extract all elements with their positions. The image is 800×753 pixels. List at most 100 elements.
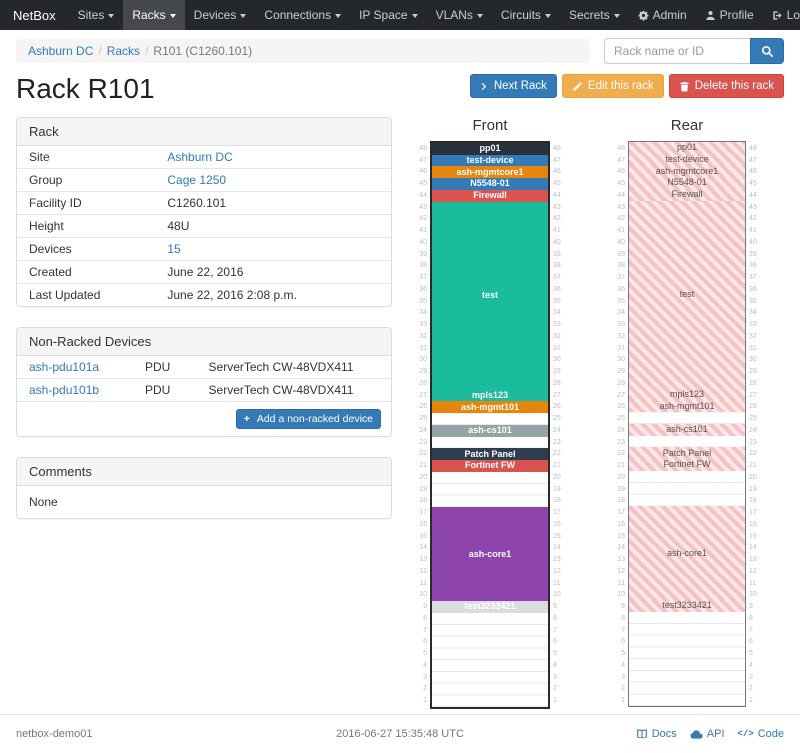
delete-this-rack-button[interactable]: Delete this rack bbox=[668, 74, 784, 99]
unit-number: 8 bbox=[749, 614, 753, 622]
unit-number: 18 bbox=[553, 497, 561, 505]
unit-number: 4 bbox=[553, 661, 557, 669]
rack-device-test3233421[interactable]: test3233421 bbox=[432, 601, 548, 613]
rack-device-test3233421[interactable]: test3233421 bbox=[629, 600, 745, 612]
rack-device-firewall[interactable]: Firewall bbox=[432, 189, 548, 202]
rack-device-fortinet-fw[interactable]: Fortinet FW bbox=[432, 460, 548, 472]
site-link[interactable]: Ashburn DC bbox=[167, 149, 233, 164]
rack-device-test-device[interactable]: test-device bbox=[432, 154, 548, 167]
unit-number: 37 bbox=[749, 274, 757, 282]
next-rack-button[interactable]: Next Rack bbox=[469, 74, 557, 99]
search-input[interactable] bbox=[604, 38, 750, 64]
nav-item-racks[interactable]: Racks bbox=[123, 0, 185, 30]
unit-number: 41 bbox=[553, 227, 561, 235]
rack-device-pp01[interactable]: pp01 bbox=[629, 141, 745, 154]
unit-number: 9 bbox=[621, 603, 625, 611]
rack-device-pp01[interactable]: pp01 bbox=[432, 142, 548, 155]
nav-item-label: Devices bbox=[193, 8, 237, 22]
comments-panel: Comments None bbox=[16, 457, 392, 520]
rear-elevation: Rear 48 47 46 45 44 43 42 41 40 39 38 37 36 35 34 33 32 3… bbox=[612, 117, 762, 709]
breadcrumb-item[interactable]: Ashburn DC bbox=[28, 44, 94, 58]
unit-number: 43 bbox=[419, 203, 427, 211]
unit-number: 16 bbox=[617, 520, 625, 528]
search-button[interactable] bbox=[750, 38, 784, 64]
rack-device-test[interactable]: test bbox=[629, 200, 745, 389]
rack-panel: Rack Site Ashburn DC Group Cage 1250 Facilit… bbox=[16, 116, 392, 307]
non-racked-devices-panel: Non-Racked Devices ash-pdu101a PDU ServerT… bbox=[16, 326, 392, 438]
navbar-brand[interactable]: NetBox bbox=[13, 7, 56, 23]
nav-item-devices[interactable]: Devices bbox=[185, 0, 256, 30]
unit-number-column: 48 47 46 45 44 43 42 41 40 39 38 37 36 35 34 33 32 31 30 29… bbox=[612, 141, 628, 707]
unit-number: 4 bbox=[423, 661, 427, 669]
rack-device-test[interactable]: test bbox=[432, 201, 548, 390]
rack-device-fortinet-fw[interactable]: Fortinet FW bbox=[629, 459, 745, 471]
add-non-racked-device-button[interactable]: + Add a non-racked device bbox=[235, 408, 381, 430]
rack-info-column: Rack Site Ashburn DC Group Cage 1250 Facilit… bbox=[16, 116, 392, 540]
unit-number: 23 bbox=[617, 438, 625, 446]
nav-item-log-out[interactable]: Log out bbox=[763, 0, 800, 30]
unit-number: 5 bbox=[749, 650, 753, 658]
unit-number: 40 bbox=[419, 238, 427, 246]
unit-number: 6 bbox=[423, 638, 427, 646]
nav-item-profile[interactable]: Profile bbox=[696, 0, 763, 30]
unit-number: 12 bbox=[749, 567, 757, 575]
breadcrumb-item[interactable]: Racks bbox=[106, 44, 141, 58]
unit-number: 30 bbox=[419, 356, 427, 364]
unit-number: 9 bbox=[423, 603, 427, 611]
breadcrumb-separator: / bbox=[98, 44, 102, 58]
unit-number: 38 bbox=[749, 262, 757, 270]
unit-number: 13 bbox=[617, 556, 625, 564]
nav-item-connections[interactable]: Connections bbox=[255, 0, 350, 30]
rack-device-n5548-01[interactable]: N5548-01 bbox=[432, 178, 548, 190]
caret-down-icon bbox=[544, 13, 551, 18]
unit-number: 35 bbox=[617, 297, 625, 305]
footer-link-code[interactable]: </> Code bbox=[738, 728, 785, 740]
rack-device-ash-mgmtcore1[interactable]: ash-mgmtcore1 bbox=[432, 166, 548, 179]
unit-number: 36 bbox=[617, 285, 625, 293]
footer-link-api[interactable]: API bbox=[690, 728, 725, 740]
rack-device-firewall[interactable]: Firewall bbox=[629, 188, 745, 201]
rack-actions: Next Rack Edit this rack Delete this rack bbox=[469, 74, 784, 99]
unit-number: 44 bbox=[419, 191, 427, 199]
device-name-link[interactable]: ash-pdu101a bbox=[29, 359, 100, 374]
rack-device-ash-cs101[interactable]: ash-cs101 bbox=[432, 424, 548, 437]
nav-item-secrets[interactable]: Secrets bbox=[560, 0, 629, 30]
button-label: Delete this rack bbox=[694, 80, 774, 92]
rack-device-ash-mgmt101[interactable]: ash-mgmt101 bbox=[432, 401, 548, 414]
attribute-label: Created bbox=[17, 259, 156, 284]
nav-item-circuits[interactable]: Circuits bbox=[492, 0, 560, 30]
rack-device-n5548-01[interactable]: N5548-01 bbox=[629, 177, 745, 189]
unit-number: 39 bbox=[617, 250, 625, 258]
unit-number: 2 bbox=[423, 685, 427, 693]
nav-item-vlans[interactable]: VLANs bbox=[427, 0, 492, 30]
unit-number: 13 bbox=[749, 556, 757, 564]
rack-device-test-device[interactable]: test-device bbox=[629, 153, 745, 166]
unit-number: 22 bbox=[749, 450, 757, 458]
rack-rear-grid: pp01 test-device ash-mgmtcore1 N5548-01 Fire… bbox=[628, 140, 746, 707]
unit-number: 3 bbox=[621, 673, 625, 681]
unit-number: 24 bbox=[553, 426, 561, 434]
unit-number: 32 bbox=[553, 332, 561, 340]
rack-device-mpls123[interactable]: mpls123 bbox=[629, 388, 745, 401]
rack-device-patch-panel[interactable]: Patch Panel bbox=[629, 447, 745, 460]
nav-item-ip-space[interactable]: IP Space bbox=[350, 0, 426, 30]
nav-item-sites[interactable]: Sites bbox=[69, 0, 124, 30]
device-name-link[interactable]: ash-pdu101b bbox=[29, 382, 100, 397]
unit-number: 20 bbox=[617, 473, 625, 481]
nav-item-admin[interactable]: Admin bbox=[629, 0, 696, 30]
devices-link[interactable]: 15 bbox=[167, 241, 181, 256]
unit-number: 33 bbox=[419, 321, 427, 329]
edit-this-rack-button[interactable]: Edit this rack bbox=[561, 74, 664, 99]
rack-device-ash-core1[interactable]: ash-core1 bbox=[629, 506, 745, 601]
rack-device-ash-mgmt101[interactable]: ash-mgmt101 bbox=[629, 400, 745, 413]
nav-item-label: VLANs bbox=[435, 8, 473, 22]
rack-device-mpls123[interactable]: mpls123 bbox=[432, 389, 548, 402]
footer-link-docs[interactable]: Docs bbox=[636, 728, 677, 740]
rack-device-ash-mgmtcore1[interactable]: ash-mgmtcore1 bbox=[629, 165, 745, 178]
group-link[interactable]: Cage 1250 bbox=[167, 172, 227, 187]
rack-device-ash-core1[interactable]: ash-core1 bbox=[432, 507, 548, 602]
rack-device-ash-cs101[interactable]: ash-cs101 bbox=[629, 423, 745, 436]
rack-device-patch-panel[interactable]: Patch Panel bbox=[432, 448, 548, 461]
unit-number: 37 bbox=[553, 274, 561, 282]
unit-number: 11 bbox=[553, 579, 561, 587]
